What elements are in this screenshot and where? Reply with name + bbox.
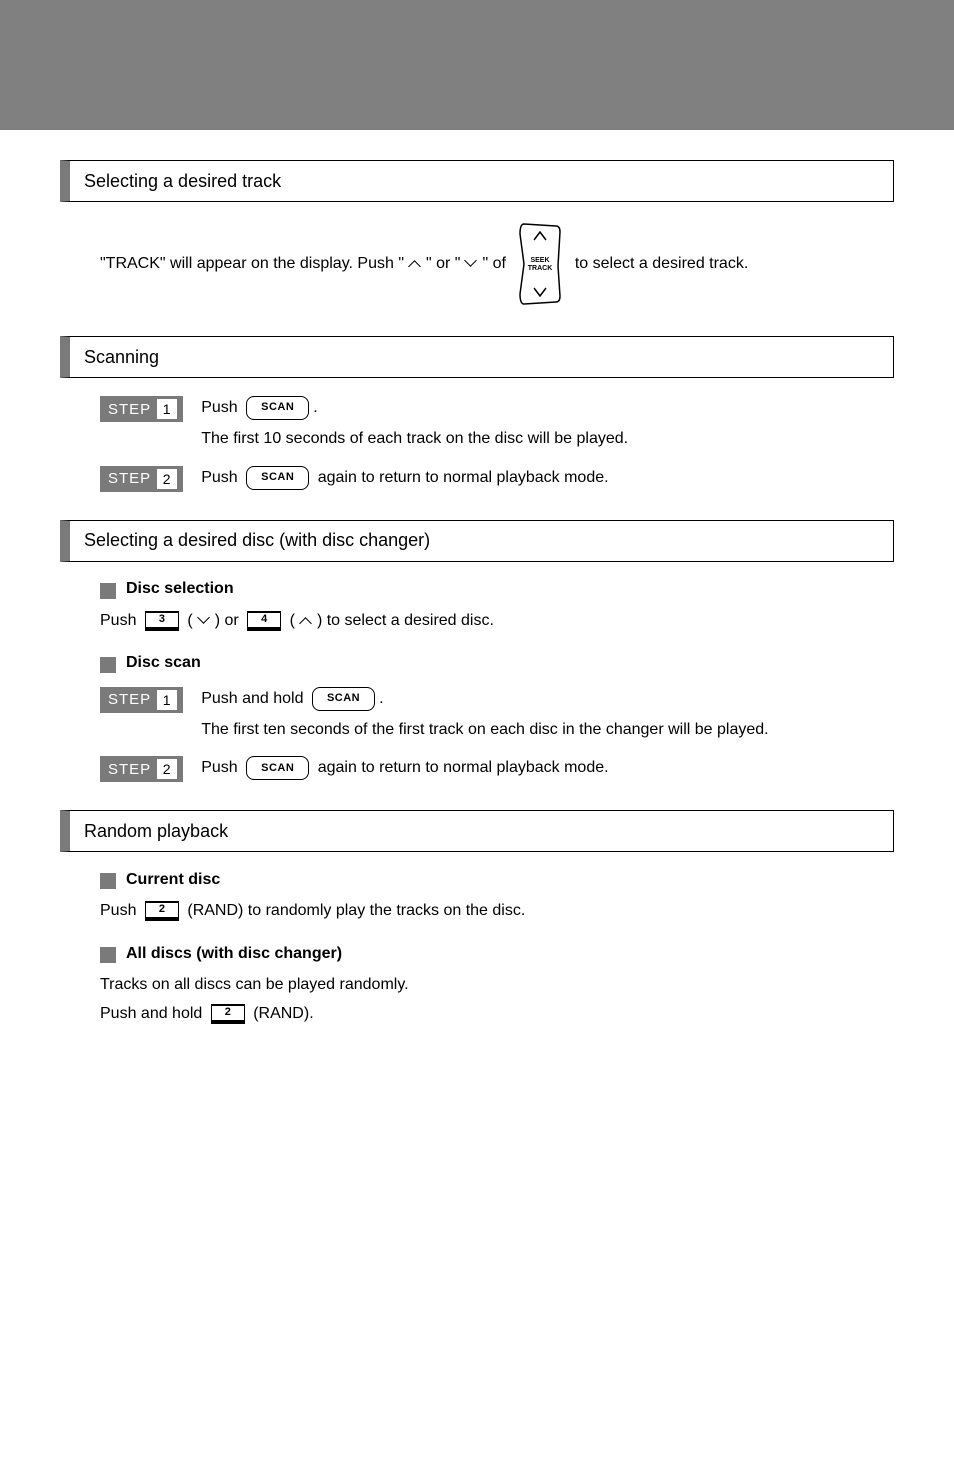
- text: to select a desired track.: [575, 255, 748, 272]
- preset-2-button-icon: 2: [211, 1004, 245, 1024]
- random-current-body: Push 2 (RAND) to randomly play the track…: [100, 897, 854, 926]
- subheading-row: Current disc: [100, 870, 894, 889]
- disc-selection-body: Push 3 ( ) or 4 ( ) to select a desired di…: [100, 607, 854, 636]
- scan-button-icon: SCAN: [246, 756, 309, 780]
- step-row: STEP 2 Push SCAN again to return to norm…: [100, 756, 894, 782]
- preset-3-button-icon: 3: [145, 611, 179, 631]
- step-body: Push SCAN again to return to normal play…: [201, 466, 894, 491]
- step-label: STEP: [108, 401, 151, 418]
- subheading: Disc selection: [126, 580, 234, 598]
- text: ) to select a desired disc.: [317, 612, 494, 629]
- subheading-row: Disc scan: [100, 654, 894, 673]
- step-label: STEP: [108, 470, 151, 487]
- chevron-up-icon: [299, 614, 313, 628]
- text: (: [290, 612, 295, 629]
- text: (: [187, 612, 192, 629]
- text: Push: [100, 612, 141, 629]
- text: " or ": [426, 255, 460, 272]
- svg-text:SEEK: SEEK: [531, 257, 550, 264]
- text: Push: [201, 760, 242, 777]
- page: Selecting a desired track "TRACK" will a…: [0, 0, 954, 1097]
- step-body: Push and hold SCAN. The first ten second…: [201, 687, 894, 743]
- text: ) or: [215, 612, 243, 629]
- step-label: STEP: [108, 761, 151, 778]
- header-gray-band: [0, 0, 954, 130]
- svg-text:TRACK: TRACK: [528, 265, 553, 272]
- step-number: 2: [157, 759, 177, 779]
- random-all-body: Tracks on all discs can be played random…: [100, 971, 854, 1029]
- bullet-icon: [100, 657, 116, 673]
- text: " of: [482, 255, 510, 272]
- section-heading-scanning: Scanning: [60, 336, 894, 378]
- seek-track-button-icon: SEEK TRACK: [516, 220, 564, 308]
- step-number: 1: [157, 690, 177, 710]
- scan-button-icon: SCAN: [246, 466, 309, 490]
- scan-button-icon: SCAN: [246, 396, 309, 420]
- text: again to return to normal playback mode.: [313, 469, 608, 486]
- text: again to return to normal playback mode.: [313, 760, 608, 777]
- text: Push: [201, 469, 242, 486]
- bullet-icon: [100, 583, 116, 599]
- step-body: Push SCAN again to return to normal play…: [201, 756, 894, 781]
- text: The first ten seconds of the first track…: [201, 718, 894, 743]
- subheading-row: All discs (with disc changer): [100, 944, 894, 963]
- chevron-up-icon: [408, 257, 422, 271]
- step-number: 1: [157, 399, 177, 419]
- preset-4-button-icon: 4: [247, 611, 281, 631]
- step-badge-2: STEP 2: [100, 756, 183, 782]
- step-row: STEP 2 Push SCAN again to return to norm…: [100, 466, 894, 492]
- section-title: Random playback: [84, 821, 228, 842]
- subheading: Current disc: [126, 871, 220, 889]
- step-row: STEP 1 Push SCAN. The first 10 seconds o…: [100, 396, 894, 452]
- track-body: "TRACK" will appear on the display. Push…: [100, 220, 854, 308]
- section-heading-track: Selecting a desired track: [60, 160, 894, 202]
- chevron-down-icon: [464, 257, 478, 271]
- section-title: Selecting a desired disc (with disc chan…: [84, 530, 430, 551]
- scan-button-icon: SCAN: [312, 687, 375, 711]
- step-badge-1: STEP 1: [100, 687, 183, 713]
- step-label: STEP: [108, 691, 151, 708]
- chevron-down-icon: [197, 614, 211, 628]
- section-heading-random: Random playback: [60, 810, 894, 852]
- step-badge-1: STEP 1: [100, 396, 183, 422]
- text: (RAND) to randomly play the tracks on th…: [183, 902, 525, 919]
- text: (RAND).: [249, 1005, 314, 1022]
- bullet-icon: [100, 873, 116, 889]
- bullet-icon: [100, 947, 116, 963]
- text: Tracks on all discs can be played random…: [100, 976, 409, 993]
- text: The first 10 seconds of each track on th…: [201, 427, 894, 452]
- step-badge-2: STEP 2: [100, 466, 183, 492]
- text: "TRACK" will appear on the display. Push…: [100, 255, 404, 272]
- step-body: Push SCAN. The first 10 seconds of each …: [201, 396, 894, 452]
- text: Push and hold: [201, 690, 308, 707]
- section-title: Scanning: [84, 347, 159, 368]
- text: .: [313, 399, 317, 416]
- section-heading-disc-changer: Selecting a desired disc (with disc chan…: [60, 520, 894, 562]
- text: Push: [100, 902, 141, 919]
- subheading: Disc scan: [126, 654, 201, 672]
- preset-2-button-icon: 2: [145, 901, 179, 921]
- text: Push and hold: [100, 1005, 207, 1022]
- content-area: Selecting a desired track "TRACK" will a…: [0, 130, 954, 1097]
- step-row: STEP 1 Push and hold SCAN. The first ten…: [100, 687, 894, 743]
- subheading-row: Disc selection: [100, 580, 894, 599]
- text: .: [379, 690, 383, 707]
- section-title: Selecting a desired track: [84, 171, 281, 192]
- step-number: 2: [157, 469, 177, 489]
- subheading: All discs (with disc changer): [126, 945, 342, 963]
- text: Push: [201, 399, 242, 416]
